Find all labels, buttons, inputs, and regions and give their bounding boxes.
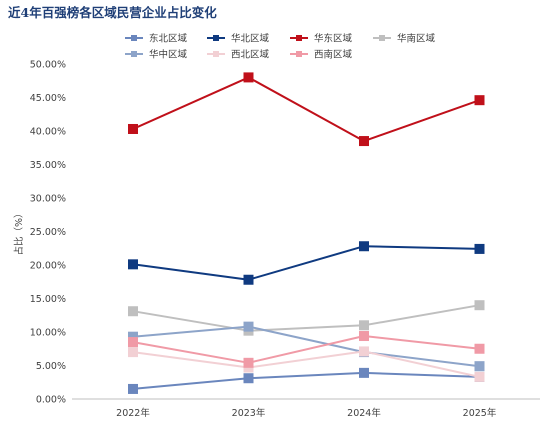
data-point xyxy=(359,136,369,147)
y-tick-label: 20.00% xyxy=(30,261,66,272)
data-point xyxy=(128,383,138,394)
series-line xyxy=(132,304,480,332)
y-tick-label: 25.00% xyxy=(30,227,66,238)
x-axis: 2022年 2023年 2024年 2025年 xyxy=(116,407,497,419)
data-point xyxy=(359,367,369,378)
legend-label: 华北区域 xyxy=(231,33,270,45)
y-tick-label: 0.00% xyxy=(36,395,66,406)
y-tick-label: 5.00% xyxy=(36,361,66,372)
series-2 xyxy=(128,241,485,285)
legend-marker xyxy=(296,51,302,57)
data-point xyxy=(474,371,485,382)
data-point xyxy=(128,123,138,134)
legend-marker xyxy=(379,35,385,41)
data-point xyxy=(128,347,138,358)
legend-item: 华东区域 xyxy=(290,33,353,45)
data-point xyxy=(128,331,138,342)
series-line xyxy=(132,76,480,143)
legend-marker xyxy=(131,35,137,41)
y-tick-label: 40.00% xyxy=(30,127,66,138)
legend-item: 华南区域 xyxy=(373,33,436,45)
legend-item: 西北区域 xyxy=(207,49,270,61)
data-point xyxy=(474,243,485,254)
data-point xyxy=(243,373,254,384)
data-point xyxy=(243,321,254,332)
data-point xyxy=(243,72,254,83)
legend-marker xyxy=(296,35,302,41)
data-point xyxy=(359,241,369,252)
legend-marker xyxy=(131,51,137,57)
legend-label: 东北区域 xyxy=(149,33,188,45)
legend-label: 华中区域 xyxy=(149,49,188,61)
series-line xyxy=(132,371,480,390)
legend-marker xyxy=(213,35,219,41)
data-point xyxy=(359,346,369,357)
legend-label: 西北区域 xyxy=(231,49,270,61)
legend-label: 华南区域 xyxy=(397,33,436,45)
series-5 xyxy=(128,321,485,372)
x-tick-label: 2023年 xyxy=(232,407,266,419)
legend-item: 东北区域 xyxy=(125,33,188,45)
data-point xyxy=(243,357,254,368)
series-line xyxy=(132,350,480,378)
series-layer xyxy=(128,72,485,394)
chart-title: 近4年百强榜各区域民营企业占比变化 xyxy=(8,5,217,20)
data-point xyxy=(128,337,138,348)
series-7 xyxy=(128,331,485,368)
y-axis-label: 占比（%） xyxy=(13,208,25,255)
series-1 xyxy=(128,367,485,394)
y-axis: 0.00% 5.00% 10.00% 15.00% 20.00% 25.00% 30.00%… xyxy=(30,60,66,406)
y-tick-label: 10.00% xyxy=(30,328,66,339)
data-point xyxy=(359,320,369,331)
data-point xyxy=(474,95,485,106)
x-tick-label: 2024年 xyxy=(347,407,381,419)
series-line xyxy=(132,335,480,364)
data-point xyxy=(128,306,138,317)
data-point xyxy=(474,361,485,372)
legend-item: 华北区域 xyxy=(207,33,270,45)
y-tick-label: 45.00% xyxy=(30,93,66,104)
legend-label: 西南区域 xyxy=(314,49,353,61)
legend-item: 西南区域 xyxy=(290,49,353,61)
data-point xyxy=(474,300,485,311)
data-point xyxy=(474,343,485,354)
legend-label: 华东区域 xyxy=(314,33,353,45)
x-tick-label: 2022年 xyxy=(116,407,150,419)
data-point xyxy=(243,274,254,285)
y-tick-label: 35.00% xyxy=(30,160,66,171)
legend-item: 华中区域 xyxy=(125,49,188,61)
y-tick-label: 15.00% xyxy=(30,294,66,305)
series-line xyxy=(132,325,480,368)
legend-marker xyxy=(213,51,219,57)
y-tick-label: 30.00% xyxy=(30,194,66,205)
x-tick-label: 2025年 xyxy=(463,407,497,419)
series-3 xyxy=(128,72,485,147)
y-tick-label: 50.00% xyxy=(30,60,66,71)
series-4 xyxy=(128,300,485,336)
data-point xyxy=(359,331,369,342)
data-point xyxy=(128,259,138,270)
series-line xyxy=(132,245,480,281)
